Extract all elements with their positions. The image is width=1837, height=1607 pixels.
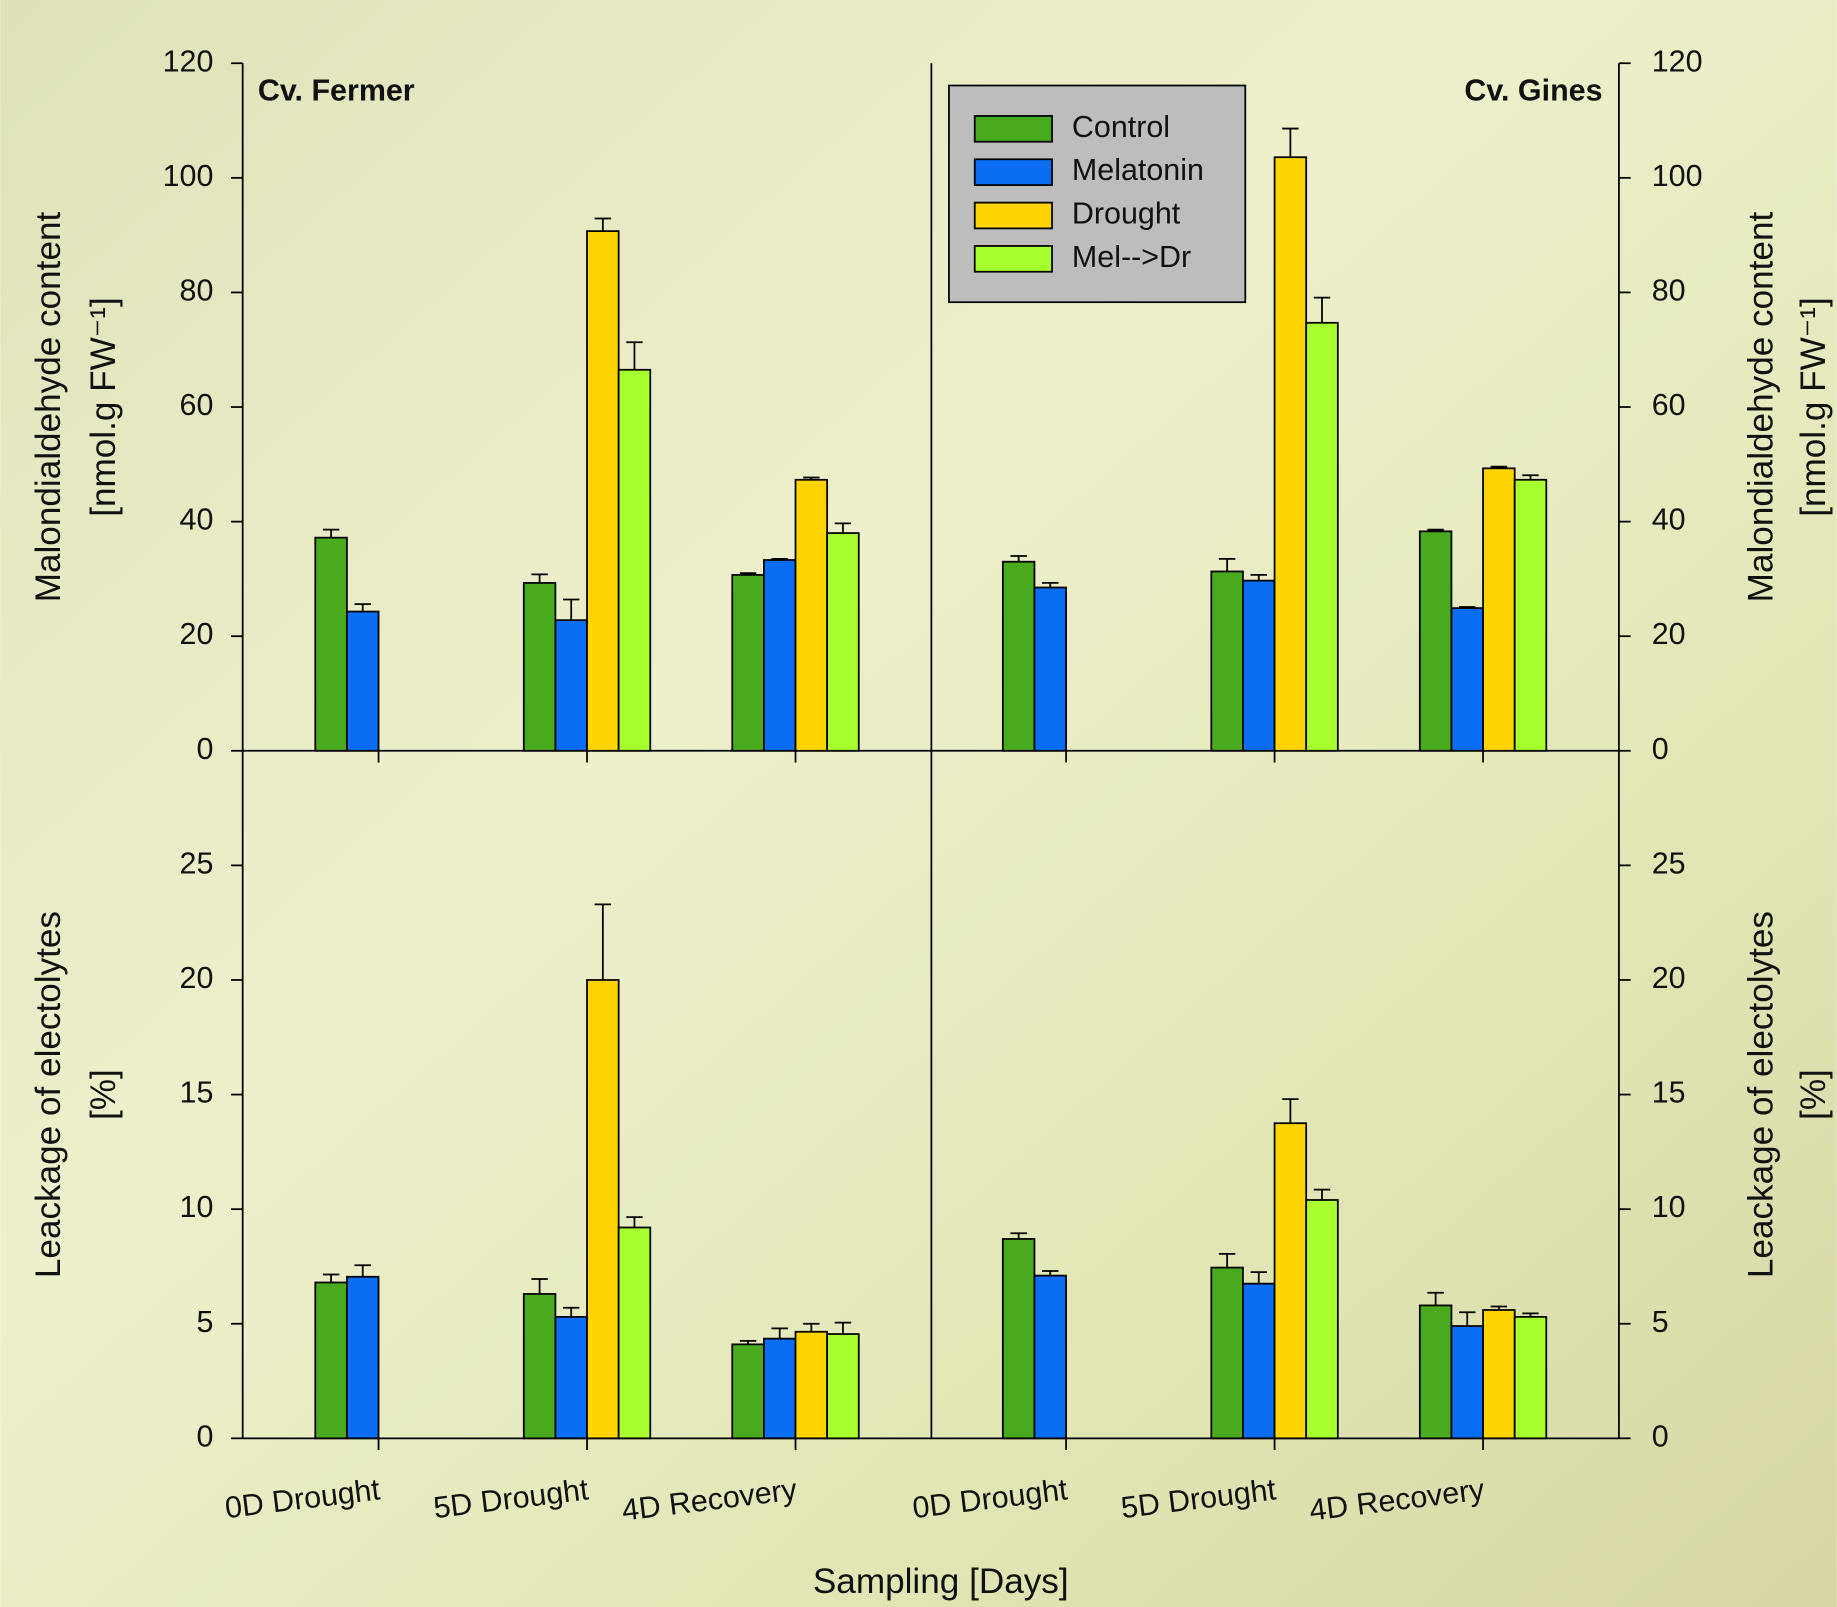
bar	[1483, 1310, 1515, 1438]
bar	[1420, 1305, 1452, 1438]
y-tick-label: 15	[180, 1076, 214, 1110]
figure: Sampling [Days] 020406080100120Malondial…	[0, 0, 1837, 1607]
bar	[1451, 608, 1483, 751]
bar	[1243, 1284, 1275, 1439]
bar	[1003, 562, 1035, 751]
y-tick-label: 5	[1652, 1305, 1669, 1339]
bar	[764, 1339, 796, 1439]
y-axis-title: [nmol.g FW⁻¹]	[84, 297, 123, 517]
legend-label: Mel-->Dr	[1072, 240, 1191, 274]
y-tick-label: 10	[180, 1190, 214, 1224]
y-tick-label: 0	[1652, 732, 1669, 766]
bar	[827, 1334, 859, 1438]
bar	[1275, 157, 1307, 751]
bar	[1515, 1317, 1547, 1438]
y-tick-label: 60	[1652, 388, 1686, 422]
y-axis-title: Malondialdehyde content	[1741, 212, 1780, 603]
y-tick-label: 40	[180, 503, 214, 537]
y-axis-title: Leackage of electolytes	[1741, 911, 1780, 1278]
y-axis-title: [%]	[84, 1069, 123, 1120]
y-tick-label: 20	[1652, 617, 1686, 651]
y-tick-label: 0	[196, 732, 213, 766]
y-tick-label: 120	[1652, 44, 1703, 78]
bar	[764, 560, 796, 751]
bar	[796, 480, 828, 751]
bar	[1211, 571, 1243, 750]
bar	[1515, 480, 1547, 751]
bar	[315, 538, 347, 751]
y-tick-label: 25	[1652, 846, 1686, 880]
y-axis-title: [%]	[1794, 1069, 1833, 1120]
bar	[555, 1317, 587, 1438]
legend-label: Control	[1072, 110, 1170, 144]
bar	[827, 533, 859, 751]
y-tick-label: 120	[163, 44, 214, 78]
y-tick-label: 5	[196, 1305, 213, 1339]
bar	[1003, 1239, 1035, 1438]
bar	[619, 1227, 651, 1438]
y-tick-label: 20	[1652, 961, 1686, 995]
bar	[587, 231, 619, 751]
bar	[347, 1277, 379, 1439]
legend-label: Drought	[1072, 197, 1181, 231]
bar	[1306, 323, 1338, 751]
y-tick-label: 20	[180, 961, 214, 995]
y-tick-label: 0	[196, 1419, 213, 1453]
bar	[347, 612, 379, 751]
panel-title: Cv. Gines	[1464, 74, 1602, 108]
y-tick-label: 25	[180, 846, 214, 880]
y-tick-label: 60	[180, 388, 214, 422]
bar	[555, 620, 587, 751]
y-tick-label: 80	[180, 273, 214, 307]
bar	[619, 370, 651, 751]
bar	[587, 980, 619, 1438]
bar	[524, 583, 556, 751]
legend-swatch	[975, 116, 1052, 142]
y-tick-label: 100	[163, 159, 214, 193]
bar	[1034, 1276, 1066, 1439]
bar	[1451, 1326, 1483, 1438]
legend-swatch	[975, 159, 1052, 185]
panel-title: Cv. Fermer	[258, 74, 415, 108]
y-tick-label: 0	[1652, 1419, 1669, 1453]
y-tick-label: 15	[1652, 1076, 1686, 1110]
legend-label: Melatonin	[1072, 153, 1204, 187]
y-tick-label: 10	[1652, 1190, 1686, 1224]
y-tick-label: 20	[180, 617, 214, 651]
bar	[1275, 1123, 1307, 1438]
bar	[315, 1282, 347, 1438]
bar	[524, 1294, 556, 1438]
bar	[796, 1332, 828, 1439]
x-axis-title: Sampling [Days]	[813, 1562, 1069, 1601]
y-tick-label: 100	[1652, 159, 1703, 193]
bar	[1306, 1200, 1338, 1438]
bar	[1034, 588, 1066, 751]
y-axis-title: Malondialdehyde content	[29, 212, 68, 603]
bar	[1211, 1268, 1243, 1439]
bar	[732, 1344, 764, 1438]
y-axis-title: Leackage of electolytes	[29, 911, 68, 1278]
bar	[1420, 531, 1452, 750]
y-axis-title: [nmol.g FW⁻¹]	[1794, 297, 1833, 517]
y-tick-label: 40	[1652, 503, 1686, 537]
legend-swatch	[975, 203, 1052, 229]
background	[0, 0, 1837, 1607]
y-tick-label: 80	[1652, 273, 1686, 307]
bar	[732, 575, 764, 751]
legend-swatch	[975, 246, 1052, 272]
bar	[1483, 468, 1515, 750]
bar	[1243, 581, 1275, 751]
